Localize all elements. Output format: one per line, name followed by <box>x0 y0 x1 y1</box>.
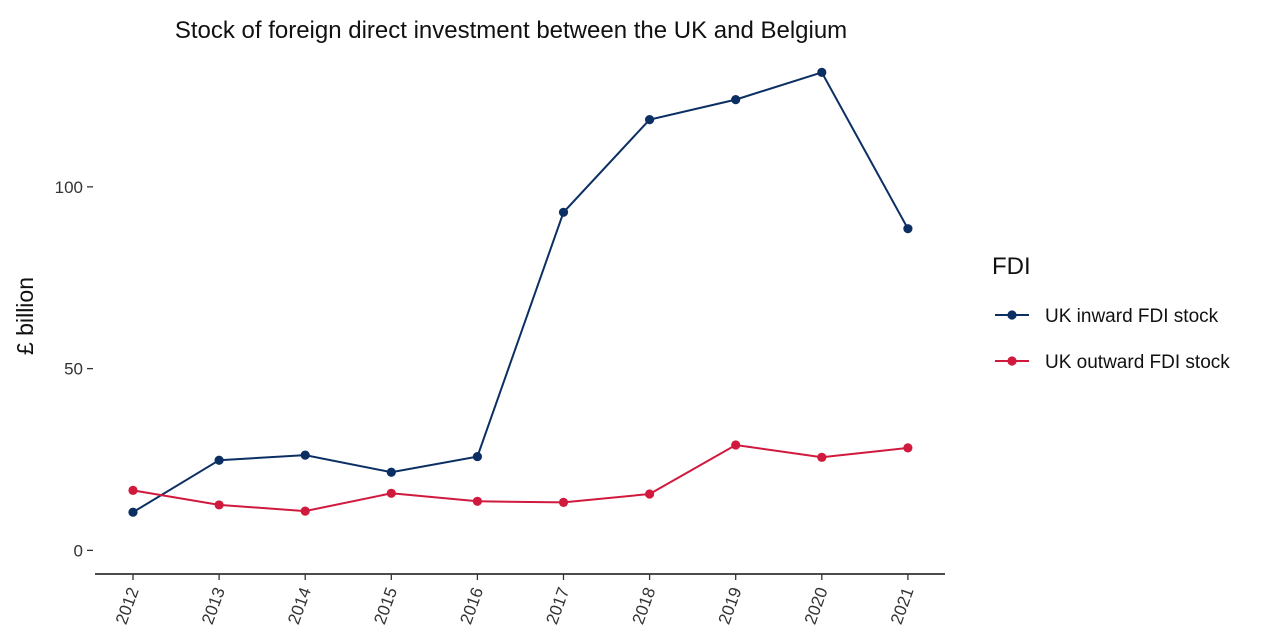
data-point <box>472 496 482 506</box>
x-tick-label: 2014 <box>284 585 315 627</box>
data-point <box>300 506 310 516</box>
x-tick-label: 2017 <box>542 585 573 627</box>
data-point <box>558 497 569 507</box>
legend-items: UK inward FDI stock UK outward FDI stock <box>995 306 1230 373</box>
x-axis: 2012 2013 2014 2015 2016 2017 2018 2019 2020 2021 <box>95 573 945 627</box>
series-1 <box>128 67 913 517</box>
y-axis-label: £ billion <box>12 277 38 355</box>
legend-label: UK outward FDI stock <box>1045 352 1230 373</box>
legend-title: FDI <box>992 253 1031 280</box>
data-point <box>903 443 913 453</box>
legend-item: UK outward FDI stock <box>995 352 1230 373</box>
data-point <box>214 500 224 510</box>
data-point <box>128 485 138 495</box>
legend-label: UK inward FDI stock <box>1045 306 1219 327</box>
series-layer <box>128 67 913 517</box>
legend-key-point <box>1007 356 1017 366</box>
data-point <box>645 115 655 125</box>
x-tick-label: 2018 <box>629 585 660 627</box>
legend-item: UK inward FDI stock <box>995 306 1219 327</box>
data-point <box>386 488 396 498</box>
data-point <box>214 455 224 465</box>
y-axis: 0 50 100 <box>55 178 93 560</box>
x-tick-label: 2016 <box>456 585 487 627</box>
data-point <box>558 207 569 217</box>
legend: FDI UK inward FDI stock UK outward FDI st… <box>992 253 1230 373</box>
data-point <box>903 224 913 234</box>
data-point <box>386 467 396 477</box>
y-tick-label: 100 <box>55 178 83 197</box>
y-tick-label: 0 <box>74 541 83 560</box>
x-tick-label: 2013 <box>198 585 229 627</box>
data-point <box>817 67 827 77</box>
data-point <box>731 95 741 105</box>
series-line <box>132 443 909 513</box>
x-tick-label: 2012 <box>112 585 143 627</box>
y-tick-label: 50 <box>64 360 83 379</box>
legend-key-point <box>1007 310 1017 320</box>
series-line <box>132 71 909 514</box>
x-tick-label: 2019 <box>715 585 746 627</box>
data-point <box>300 450 310 460</box>
series-2 <box>128 440 913 516</box>
x-tick-label: 2020 <box>801 585 832 627</box>
chart-title: Stock of foreign direct investment betwe… <box>175 17 847 44</box>
data-point <box>817 452 827 462</box>
data-point <box>645 489 655 499</box>
x-tick-label: 2021 <box>887 585 918 627</box>
data-point <box>472 451 482 462</box>
x-tick-label: 2015 <box>370 585 401 627</box>
data-point <box>731 440 741 450</box>
data-point <box>128 507 138 517</box>
